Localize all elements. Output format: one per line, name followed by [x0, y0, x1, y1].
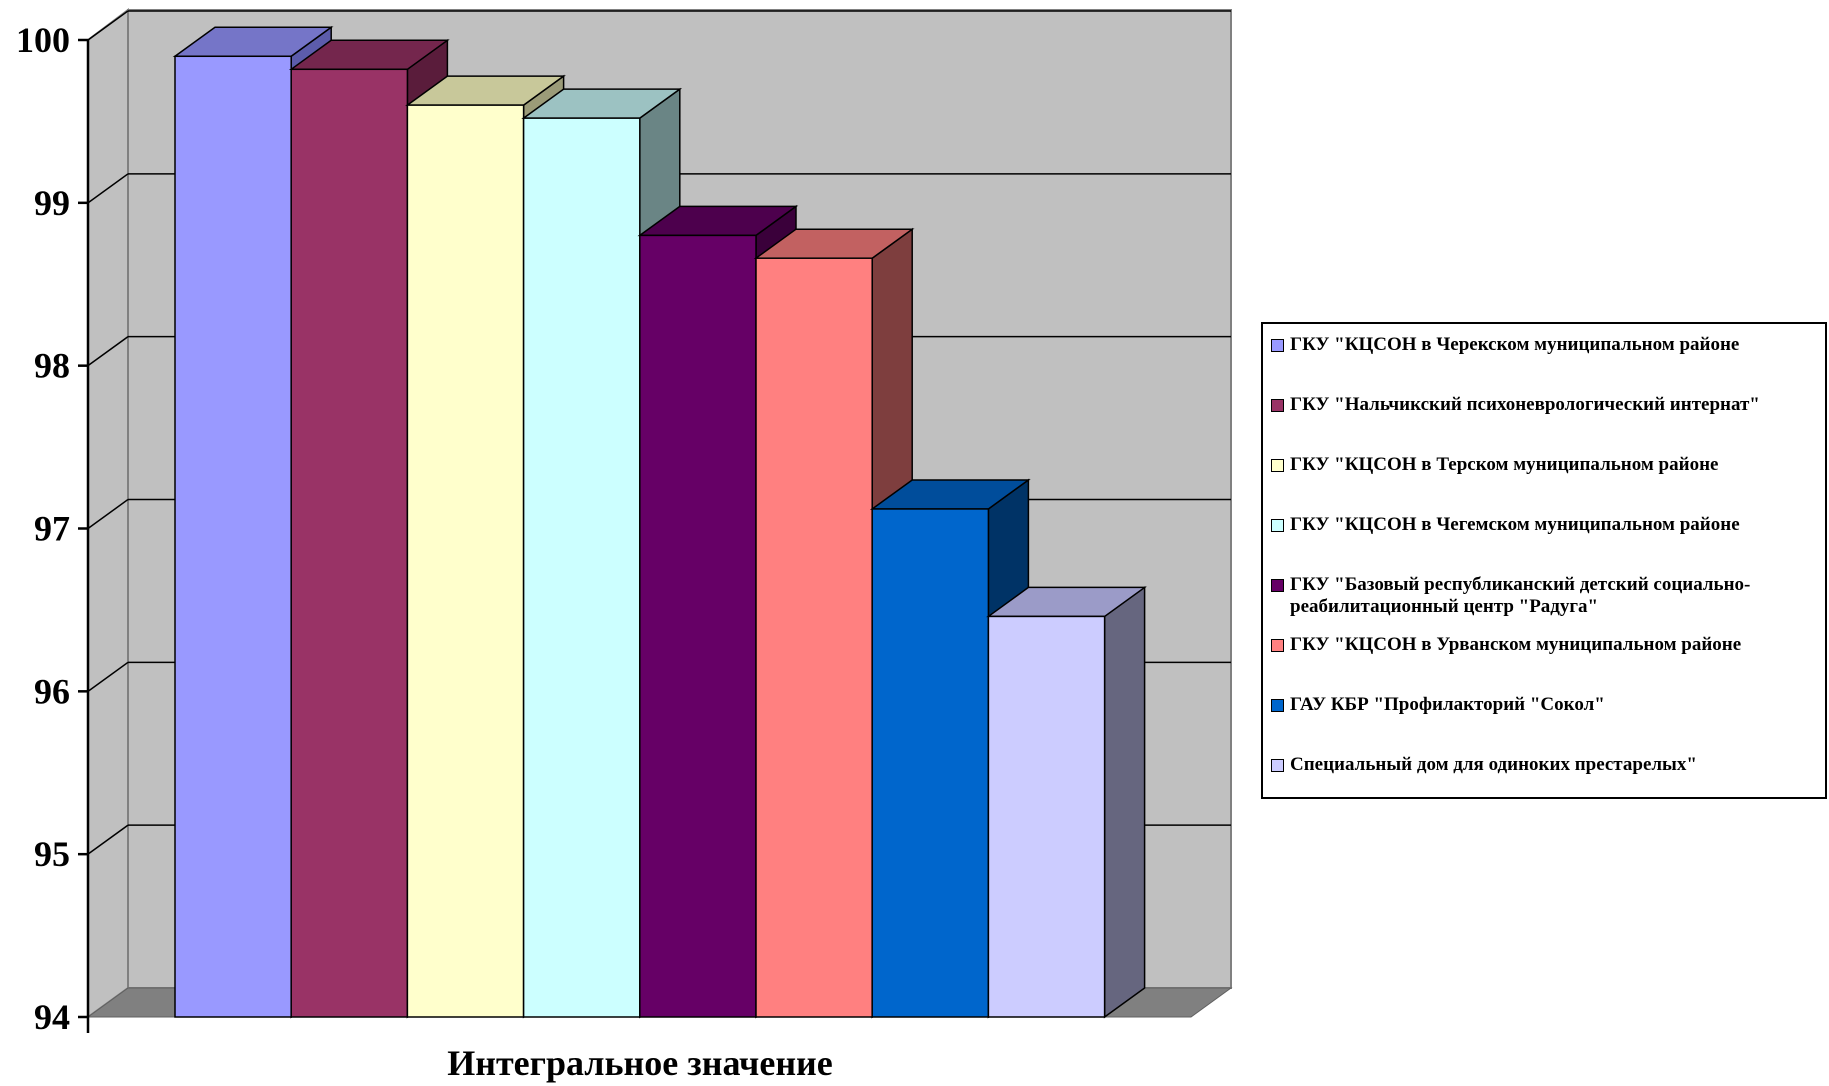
legend-item: Специальный дом для одиноких престарелых… — [1271, 754, 1821, 776]
legend-label: Специальный дом для одиноких престарелых… — [1290, 754, 1697, 775]
legend-label: ГКУ "КЦСОН в Урванском муниципальном рай… — [1290, 634, 1742, 655]
y-tick-label: 98 — [34, 346, 70, 386]
gridline-diagonal — [87, 498, 129, 530]
bar-front — [639, 234, 757, 1018]
legend-label: ГКУ "Нальчикский психоневрологический ин… — [1290, 394, 1760, 415]
y-tick-label: 97 — [34, 509, 70, 549]
gridline-diagonal — [87, 10, 129, 41]
legend-swatch — [1271, 519, 1284, 532]
y-axis — [78, 38, 90, 1033]
legend-item: ГКУ "Нальчикский психоневрологический ин… — [1271, 394, 1821, 416]
legend: ГКУ "КЦСОН в Черекском муниципальном рай… — [1261, 322, 1827, 799]
bar-front — [871, 508, 990, 1018]
y-tick-label: 94 — [34, 997, 70, 1037]
y-tick-label: 95 — [34, 834, 70, 874]
legend-item: ГКУ "КЦСОН в Урванском муниципальном рай… — [1271, 634, 1821, 656]
legend-label: ГКУ "Базовый республиканский детский соц… — [1290, 574, 1751, 617]
gridline-diagonal — [87, 824, 129, 855]
legend-swatch — [1271, 639, 1284, 652]
gridline-diagonal — [87, 173, 129, 204]
legend-item: ГКУ "Базовый республиканский детский соц… — [1271, 574, 1821, 618]
gridline-diagonal — [87, 336, 129, 367]
gridline-diagonal — [87, 661, 129, 692]
bar-front — [406, 104, 525, 1018]
legend-item: ГКУ "КЦСОН в Черекском муниципальном рай… — [1271, 334, 1821, 356]
legend-swatch — [1271, 699, 1284, 712]
bar-front — [755, 257, 873, 1018]
legend-swatch — [1271, 459, 1284, 472]
y-tick-label: 96 — [34, 671, 70, 711]
legend-label: ГКУ "КЦСОН в Черекском муниципальном рай… — [1290, 334, 1740, 355]
x-axis-title: Интегральное значение — [447, 1043, 833, 1083]
legend-swatch — [1271, 339, 1284, 352]
bars — [172, 25, 1147, 1019]
bar-front — [174, 55, 292, 1018]
legend-swatch — [1271, 399, 1284, 412]
legend-label: ГКУ "КЦСОН в Терском муниципальном район… — [1290, 454, 1719, 475]
y-tick-labels: 94 95 96 97 98 99 100 — [16, 20, 70, 1037]
y-tick-label: 99 — [34, 183, 70, 223]
legend-swatch — [1271, 579, 1284, 592]
legend-item: ГКУ "КЦСОН в Терском муниципальном район… — [1271, 454, 1821, 476]
legend-item: ГАУ КБР "Профилакторий "Сокол" — [1271, 694, 1821, 716]
y-tick-label: 100 — [16, 20, 70, 60]
legend-label: ГКУ "КЦСОН в Чегемском муниципальном рай… — [1290, 514, 1740, 535]
legend-swatch — [1271, 759, 1284, 772]
bar-front — [987, 615, 1106, 1018]
legend-label: ГАУ КБР "Профилакторий "Сокол" — [1290, 694, 1605, 715]
legend-item: ГКУ "КЦСОН в Чегемском муниципальном рай… — [1271, 514, 1821, 536]
bar-front — [290, 68, 409, 1018]
bar — [986, 585, 1147, 1019]
bar-side — [1103, 585, 1146, 1019]
bar-front — [522, 117, 641, 1018]
